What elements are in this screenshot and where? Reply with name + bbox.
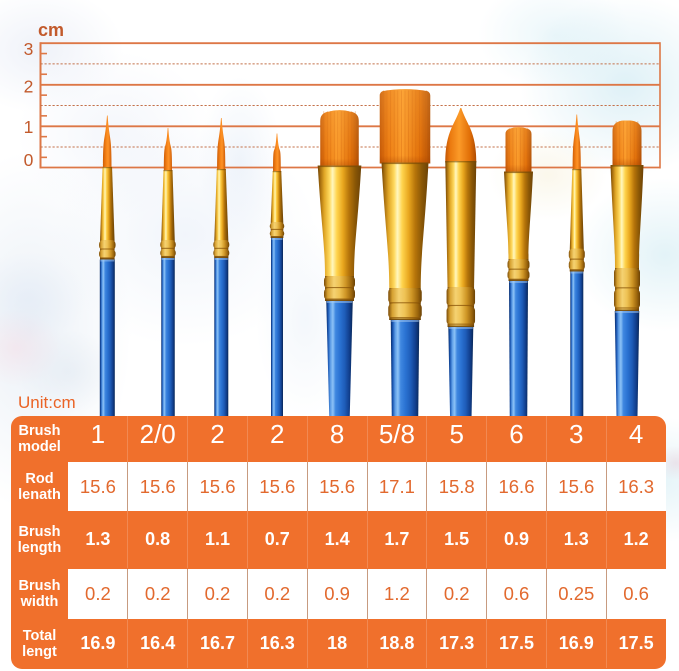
svg-text:2: 2 (24, 76, 34, 96)
svg-text:1: 1 (24, 117, 34, 137)
svg-text:0: 0 (24, 150, 34, 170)
svg-text:cm: cm (38, 20, 64, 40)
svg-text:3: 3 (24, 39, 34, 59)
